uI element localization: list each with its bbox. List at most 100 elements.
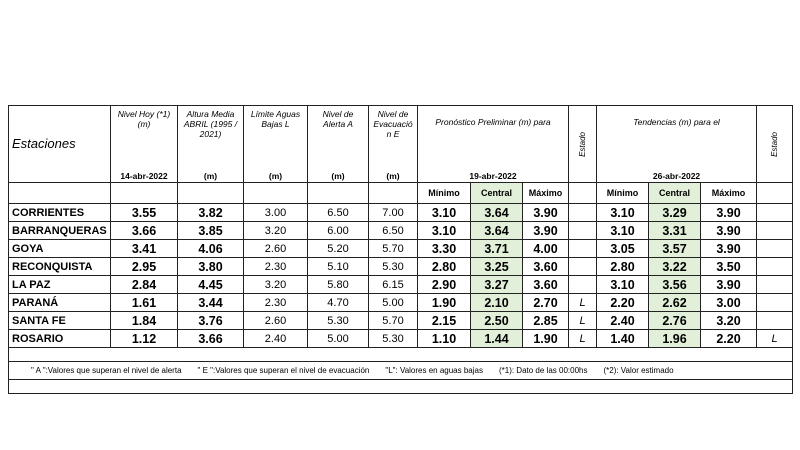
- note: " E ":Valores que superan el nivel de ev…: [197, 366, 370, 375]
- forecast-cell: 1.90: [521, 329, 570, 348]
- value-cell: 2.84: [110, 275, 178, 294]
- header-label: Altura Media ABRIL (1995 / 2021): [183, 109, 238, 139]
- forecast-cell: 2.15: [417, 311, 471, 330]
- station-row: LA PAZ 2.84 4.45 3.20 5.80 6.15 2.90 3.27 3.60 3.…: [8, 275, 794, 294]
- trend-cell: 1.96: [648, 329, 702, 348]
- value-cell: 3.20: [243, 275, 308, 294]
- header-box: Nivel Hoy (*1) (m) 14-abr-2022: [114, 107, 174, 181]
- value-cell: 3.41: [110, 239, 178, 258]
- state-label: Estado: [577, 131, 587, 157]
- empty-cell: [756, 182, 794, 204]
- value-cell: 5.10: [307, 257, 369, 276]
- empty-cell: [177, 182, 244, 204]
- value-cell: 2.60: [243, 239, 308, 258]
- forecast-header: Pronóstico Preliminar (m) para 19-abr-202…: [416, 105, 570, 183]
- trend-cell: 3.29: [648, 203, 702, 222]
- column-header: Límite Aguas Bajas L (m): [243, 105, 308, 183]
- header-label: Nivel de Alerta A: [322, 109, 354, 129]
- station-row: BARRANQUERAS 3.66 3.85 3.20 6.00 6.50 3.10 3.64…: [8, 221, 794, 240]
- trend-cell: 3.31: [648, 221, 702, 240]
- forecast-cell: 3.10: [417, 203, 471, 222]
- empty-cell: [568, 203, 598, 222]
- value-cell: 6.50: [368, 221, 418, 240]
- forecast-cell: 4.00: [521, 239, 570, 258]
- trend-cell: 3.22: [648, 257, 702, 276]
- value-cell: 5.30: [307, 311, 369, 330]
- note: "L": Valores en aguas bajas: [385, 366, 483, 375]
- forecast-cell: 1.90: [417, 293, 471, 312]
- column-header: Nivel de Alerta A (m): [307, 105, 369, 183]
- value-cell: 3.20: [243, 221, 308, 240]
- forecast-cell: 2.85: [521, 311, 570, 330]
- station-name: PARANÁ: [8, 293, 111, 312]
- empty-cell: [110, 182, 178, 204]
- value-cell: 1.61: [110, 293, 178, 312]
- value-cell: 3.80: [177, 257, 244, 276]
- forecast-cell: 3.64: [470, 203, 523, 222]
- value-cell: 2.60: [243, 311, 308, 330]
- value-cell: 4.70: [307, 293, 369, 312]
- trend-header: Tendencias (m) para el 26-abr-2022: [596, 105, 758, 183]
- trend-cell: 2.40: [596, 311, 650, 330]
- header-sub: (m): [268, 171, 283, 181]
- blank-row: [7, 347, 794, 362]
- value-cell: 3.55: [110, 203, 178, 222]
- header-sub: (m): [386, 171, 400, 181]
- forecast-cell: 3.71: [470, 239, 523, 258]
- empty-cell: [8, 182, 111, 204]
- forecast-cell: 3.90: [521, 203, 570, 222]
- trend-cell: 3.05: [596, 239, 650, 258]
- forecast-cell: 1.44: [470, 329, 523, 348]
- station-header: Estaciones: [8, 105, 111, 183]
- forecast-cell: 2.50: [470, 311, 523, 330]
- forecast-cell: 2.90: [417, 275, 471, 294]
- station-table: Estaciones Nivel Hoy (*1) (m) 14-abr-2022 A…: [7, 105, 794, 394]
- value-cell: 5.70: [368, 311, 418, 330]
- group-label: Tendencias (m) para el: [633, 117, 720, 127]
- sub-header: Mínimo: [596, 182, 650, 204]
- station-name: RECONQUISTA: [8, 257, 111, 276]
- value-cell: 4.45: [177, 275, 244, 294]
- value-cell: 3.44: [177, 293, 244, 312]
- group-date: 19-abr-2022: [469, 171, 517, 181]
- empty-cell: [243, 182, 308, 204]
- forecast-cell: 2.10: [470, 293, 523, 312]
- header-label: Nivel de Evacuació n E: [373, 109, 413, 139]
- forecast-cell: 3.60: [521, 275, 570, 294]
- value-cell: 5.00: [307, 329, 369, 348]
- value-cell: 2.40: [243, 329, 308, 348]
- sub-header: Mínimo: [417, 182, 471, 204]
- forecast-cell: 3.25: [470, 257, 523, 276]
- empty-cell: [568, 221, 598, 240]
- trend-cell: 3.90: [700, 239, 758, 258]
- empty-cell: [568, 257, 598, 276]
- trend-cell: 2.20: [596, 293, 650, 312]
- forecast-cell: 3.10: [417, 221, 471, 240]
- station-name: BARRANQUERAS: [8, 221, 111, 240]
- value-cell: 3.85: [177, 221, 244, 240]
- group-date: 26-abr-2022: [652, 171, 701, 181]
- notes-row: " A ":Valores que superan el nivel de al…: [7, 361, 794, 380]
- value-cell: 3.00: [243, 203, 308, 222]
- trend-cell: 3.90: [700, 203, 758, 222]
- trend-cell: 3.10: [596, 203, 650, 222]
- forecast-cell: 1.10: [417, 329, 471, 348]
- value-cell: 5.20: [307, 239, 369, 258]
- station-name: CORRIENTES: [8, 203, 111, 222]
- value-cell: 3.82: [177, 203, 244, 222]
- column-header: Nivel de Evacuació n E (m): [368, 105, 418, 183]
- value-cell: 6.50: [307, 203, 369, 222]
- empty-cell: [756, 239, 794, 258]
- value-cell: 6.15: [368, 275, 418, 294]
- empty-cell: [368, 182, 418, 204]
- header-row: Estaciones Nivel Hoy (*1) (m) 14-abr-2022 A…: [8, 105, 794, 183]
- column-header: Nivel Hoy (*1) (m) 14-abr-2022: [110, 105, 178, 183]
- value-cell: 7.00: [368, 203, 418, 222]
- sub-header: Máximo: [700, 182, 758, 204]
- header-label: Límite Aguas Bajas L: [250, 109, 301, 129]
- state-header: Estado: [756, 105, 794, 183]
- station-row: GOYA 3.41 4.06 2.60 5.20 5.70 3.30 3.71 4.00 3.05…: [8, 239, 794, 258]
- header-sub: (m): [203, 171, 218, 181]
- value-cell: 3.76: [177, 311, 244, 330]
- station-name: LA PAZ: [8, 275, 111, 294]
